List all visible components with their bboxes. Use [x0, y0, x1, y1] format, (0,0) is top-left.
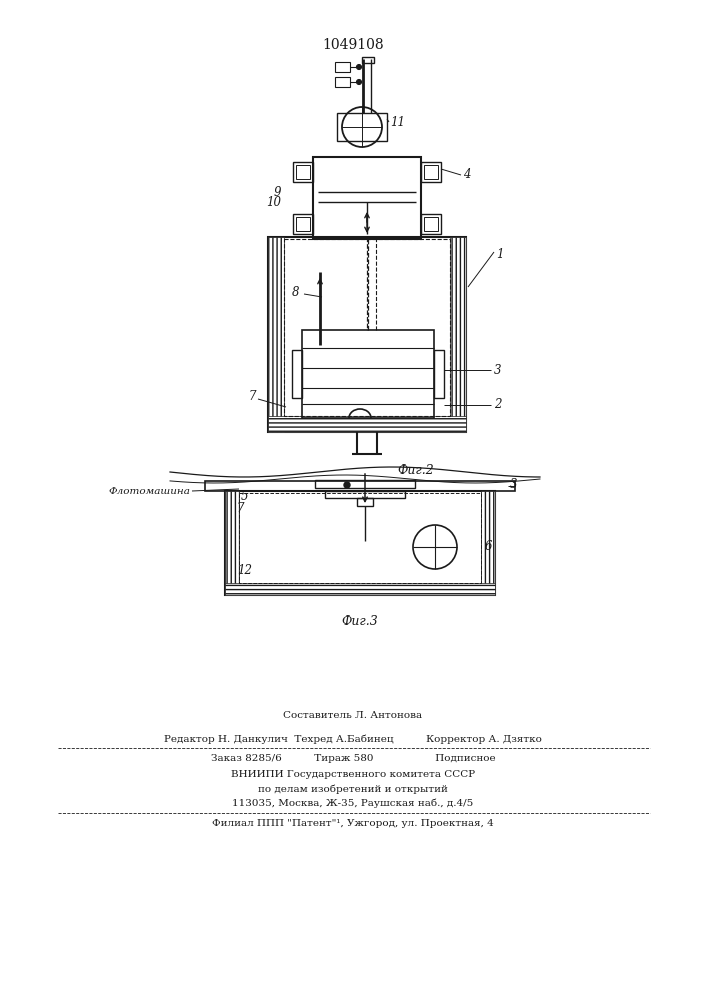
Bar	[296, 217, 310, 231]
Text: 1049108: 1049108	[322, 38, 384, 52]
Text: Флотомашина: Флотомашина	[108, 487, 190, 495]
Bar	[325, 491, 405, 498]
Bar	[205, 481, 515, 491]
Bar	[225, 491, 495, 595]
Text: 2: 2	[494, 398, 501, 412]
Text: 6: 6	[485, 540, 493, 552]
Bar	[357, 498, 373, 506]
Bar	[424, 217, 438, 231]
Text: Фиг.3: Фиг.3	[341, 615, 378, 628]
Bar	[335, 77, 350, 87]
Bar	[421, 214, 441, 234]
Text: по делам изобретений и открытий: по делам изобретений и открытий	[258, 784, 448, 794]
Bar	[421, 162, 441, 182]
Bar	[292, 350, 302, 398]
Bar	[239, 493, 481, 583]
Circle shape	[356, 64, 361, 70]
Bar	[313, 157, 421, 239]
Bar	[268, 237, 466, 432]
Bar	[362, 57, 374, 63]
Bar	[225, 583, 495, 595]
Bar	[481, 491, 495, 595]
Bar	[293, 162, 313, 182]
Bar	[424, 165, 438, 179]
Text: Редактор Н. Данкулич  Техред А.Бабинец          Корректор А. Дзятко: Редактор Н. Данкулич Техред А.Бабинец Ко…	[164, 734, 542, 744]
Text: 10: 10	[266, 196, 281, 209]
Bar	[268, 416, 466, 432]
Text: Составитель Л. Антонова: Составитель Л. Антонова	[284, 711, 423, 720]
Text: Фиг.2: Фиг.2	[397, 464, 434, 477]
Text: Филиал ППП "Патент"¹, Ужгород, ул. Проектная, 4: Филиал ППП "Патент"¹, Ужгород, ул. Проек…	[212, 819, 494, 828]
Text: 11: 11	[390, 115, 405, 128]
Bar	[337, 113, 387, 141]
Text: 3: 3	[494, 363, 501, 376]
Bar	[450, 237, 466, 432]
Text: 3: 3	[510, 479, 518, 491]
Text: 5: 5	[241, 490, 248, 504]
Circle shape	[344, 482, 350, 488]
Text: 12: 12	[237, 564, 252, 576]
Bar	[296, 165, 310, 179]
Bar	[335, 62, 350, 72]
Text: ВНИИПИ Государственного комитета СССР: ВНИИПИ Государственного комитета СССР	[231, 770, 475, 779]
Text: 113035, Москва, Ж-35, Раушская наб., д.4/5: 113035, Москва, Ж-35, Раушская наб., д.4…	[233, 798, 474, 808]
Text: 9: 9	[274, 186, 281, 198]
Circle shape	[356, 80, 361, 85]
Bar	[434, 350, 444, 398]
Text: Заказ 8285/6          Тираж 580                   Подписное: Заказ 8285/6 Тираж 580 Подписное	[211, 754, 496, 763]
Text: 7: 7	[237, 502, 245, 516]
Bar	[284, 239, 450, 416]
Bar	[293, 214, 313, 234]
Bar	[225, 491, 239, 595]
Text: 8: 8	[292, 286, 300, 298]
Text: 7: 7	[248, 390, 256, 403]
Text: 1: 1	[496, 247, 503, 260]
Bar	[302, 330, 434, 418]
Bar	[315, 480, 415, 488]
Bar	[268, 237, 284, 432]
Text: 4: 4	[463, 168, 470, 182]
